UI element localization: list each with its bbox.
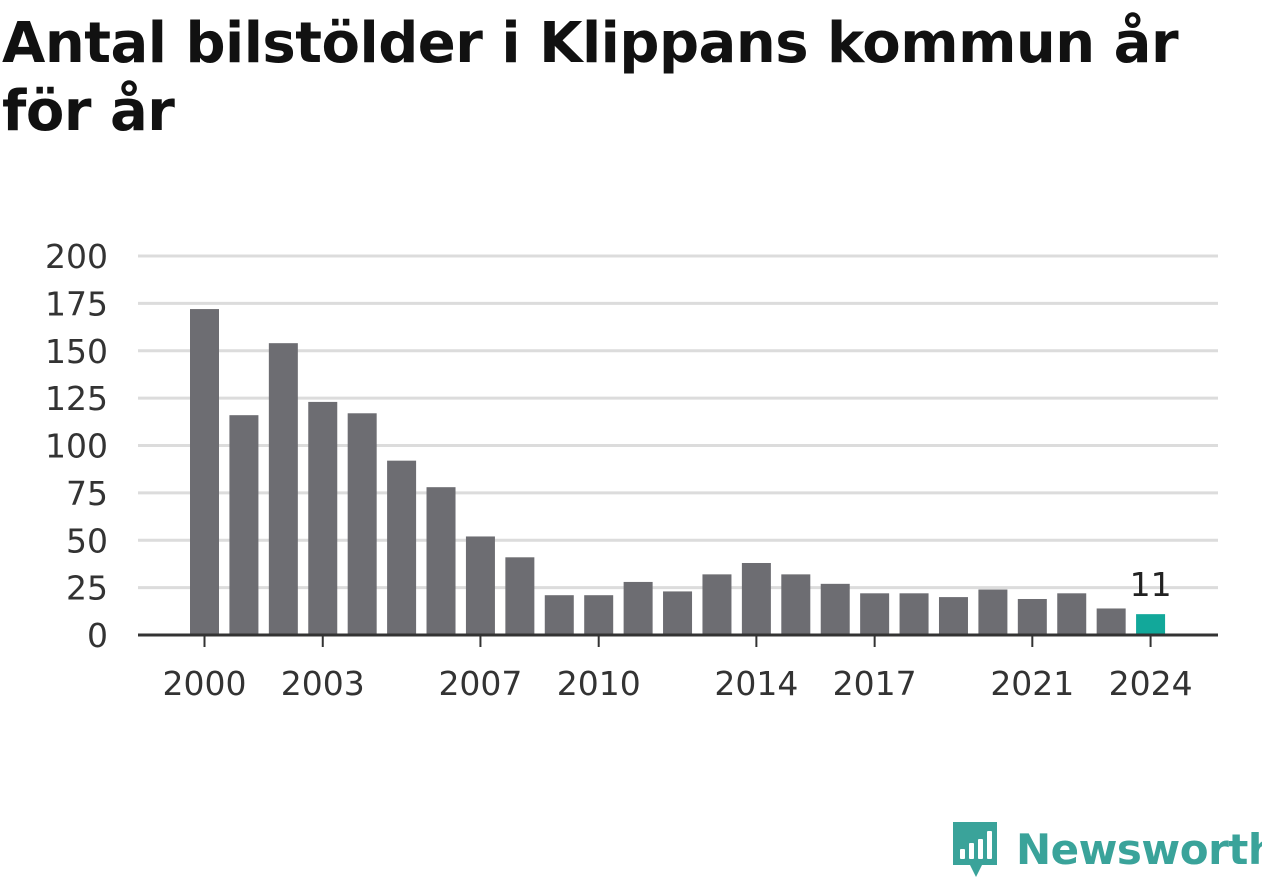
y-tick-label: 100 xyxy=(45,427,108,466)
bar-2001 xyxy=(229,415,259,635)
bar-2002 xyxy=(268,343,298,635)
y-tick-label: 25 xyxy=(66,569,108,608)
data-labels: 11 xyxy=(1130,565,1172,604)
y-tick-label: 75 xyxy=(66,474,108,513)
bar-2020 xyxy=(978,589,1008,635)
x-tick-label: 2010 xyxy=(557,664,641,703)
bar-2010 xyxy=(584,595,614,635)
bar-2000 xyxy=(190,309,219,635)
x-tick-label: 2007 xyxy=(438,664,522,703)
y-tick-label: 125 xyxy=(45,379,108,418)
bar-2006 xyxy=(426,487,456,635)
x-tick-label: 2014 xyxy=(714,664,798,703)
bar-2007 xyxy=(465,536,495,635)
bar-2012 xyxy=(663,591,693,635)
bar-2013 xyxy=(702,574,732,635)
y-tick-label: 150 xyxy=(45,332,108,371)
y-tick-label: 50 xyxy=(66,521,108,560)
x-tick-label: 2003 xyxy=(281,664,365,703)
x-tick-label: 2021 xyxy=(990,664,1074,703)
bar-2009 xyxy=(544,595,574,635)
y-tick-label: 200 xyxy=(45,237,108,276)
bar-2016 xyxy=(820,583,850,635)
chart-title: Antal bilstölder i Klippans kommun år fö… xyxy=(2,11,1179,144)
bar-2008 xyxy=(505,557,535,635)
chart-speech-bubble-icon xyxy=(953,822,997,877)
x-axis-ticks: 2000 2003 2007 2010 2014 2017 2021 2024 xyxy=(163,635,1193,703)
bar-2019 xyxy=(938,597,968,635)
bar-2018 xyxy=(899,593,929,635)
y-axis-ticks: 0 25 50 75 100 125 150 175 200 xyxy=(45,237,108,655)
bar-2017 xyxy=(860,593,890,635)
x-tick-label: 2000 xyxy=(163,664,247,703)
bar-2014 xyxy=(741,562,771,635)
y-tick-label: 175 xyxy=(45,284,108,323)
data-label-2024: 11 xyxy=(1130,565,1172,604)
bars xyxy=(190,309,1166,635)
bar-2023 xyxy=(1096,608,1126,635)
x-tick-label: 2017 xyxy=(833,664,917,703)
bar-2005 xyxy=(387,460,417,635)
brand-name: Newsworthy xyxy=(1016,824,1262,874)
bar-2021 xyxy=(1017,598,1047,635)
bar-2024 xyxy=(1136,614,1166,635)
bar-2015 xyxy=(781,574,811,635)
bar-2022 xyxy=(1057,593,1087,635)
newsworthy-logo: Newsworthy xyxy=(950,818,1262,880)
gridlines xyxy=(138,254,1218,590)
y-tick-label: 0 xyxy=(87,616,108,655)
bar-2004 xyxy=(347,413,377,635)
bar-2003 xyxy=(308,401,338,635)
bar-2011 xyxy=(623,581,653,635)
x-tick-label: 2024 xyxy=(1109,664,1193,703)
